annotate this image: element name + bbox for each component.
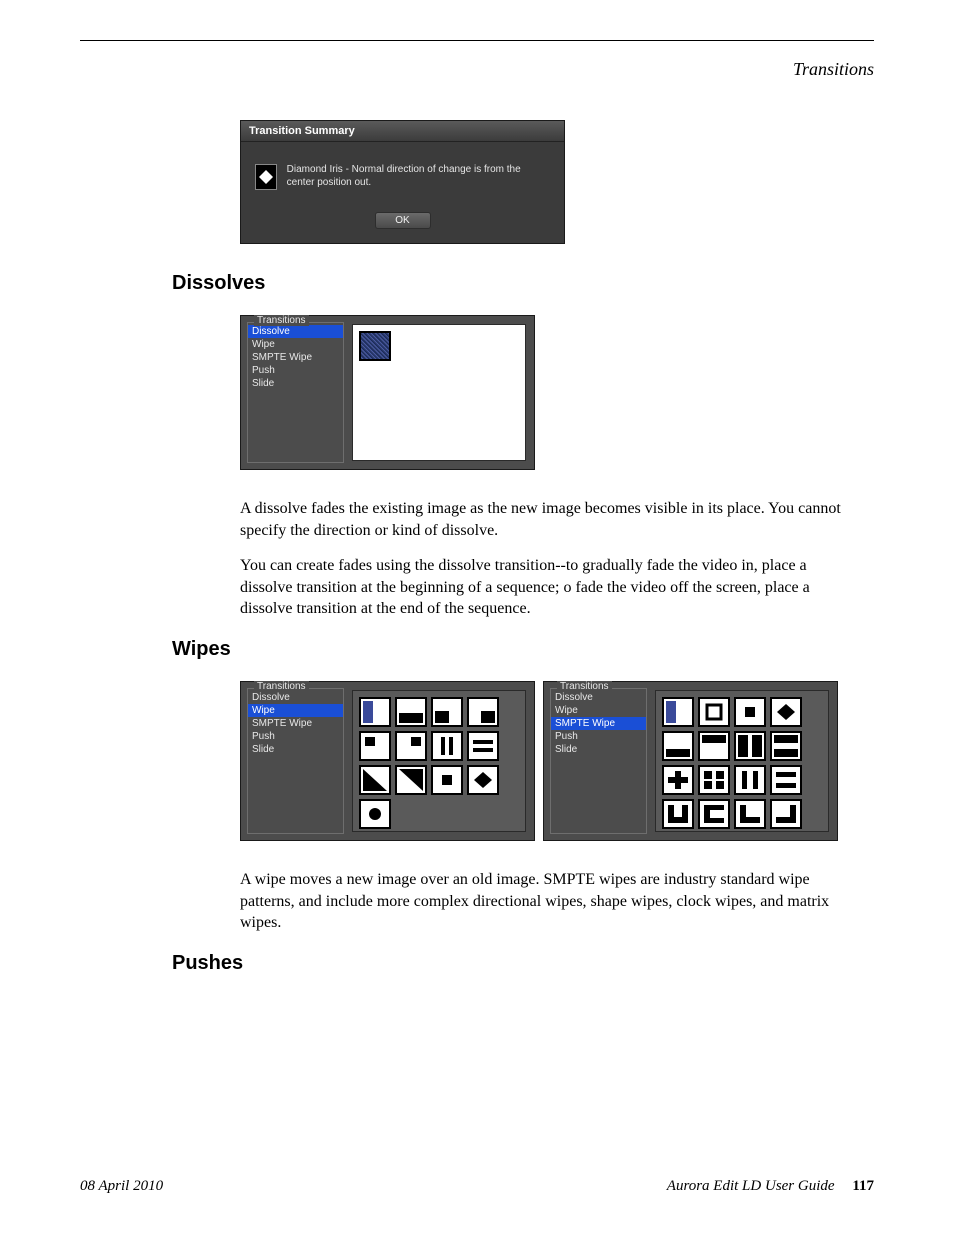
ok-button[interactable]: OK [375, 212, 431, 229]
wipe-thumb-l-shape[interactable] [734, 799, 766, 829]
dialog-title: Transition Summary [241, 121, 564, 142]
dissolves-para-1: A dissolve fades the existing image as t… [240, 498, 850, 541]
transitions-list-item[interactable]: Wipe [248, 704, 343, 717]
wipe-thumb-plus[interactable] [662, 765, 694, 795]
header-section-title: Transitions [80, 59, 874, 80]
transitions-list-item[interactable]: Dissolve [248, 691, 343, 704]
transitions-list-item[interactable]: Dissolve [248, 325, 343, 338]
wipes-para-1: A wipe moves a new image over an old ima… [240, 869, 850, 934]
wipe-thumb-canvas [352, 690, 526, 832]
transitions-list-item[interactable]: SMPTE Wipe [248, 717, 343, 730]
wipe-panel: Transitions DissolveWipeSMPTE WipePushSl… [240, 681, 535, 841]
transitions-list-item[interactable]: Slide [248, 743, 343, 756]
wipe-thumb-reveal-bl[interactable] [431, 697, 463, 727]
smpte-wipe-thumb-canvas [655, 690, 829, 832]
wipe-thumb-box-center[interactable] [734, 697, 766, 727]
wipe-thumb-bars-v[interactable] [431, 731, 463, 761]
wipe-thumb-diamond[interactable] [770, 697, 802, 727]
wipe-thumb-box-outline[interactable] [698, 697, 730, 727]
dialog-description: Diamond Iris - Normal direction of chang… [287, 164, 550, 189]
wipe-thumb-circle[interactable] [359, 799, 391, 829]
wipe-thumb-box-tl[interactable] [359, 731, 391, 761]
dissolve-preview-canvas [352, 324, 526, 461]
transitions-list-item[interactable]: Push [248, 364, 343, 377]
wipe-thumb-reveal-t[interactable] [698, 731, 730, 761]
wipe-thumb-diag[interactable] [359, 765, 391, 795]
wipe-thumb-c-shape[interactable] [698, 799, 730, 829]
transitions-list-title: Transitions [254, 315, 309, 326]
page-footer: 08 April 2010 Aurora Edit LD User Guide … [80, 1178, 874, 1195]
transitions-list: Transitions DissolveWipeSMPTE WipePushSl… [247, 688, 344, 834]
wipe-thumb-bars-h[interactable] [467, 731, 499, 761]
transitions-list-title: Transitions [254, 681, 309, 692]
wipe-thumb-diamond[interactable] [467, 765, 499, 795]
wipe-thumb-reveal-b[interactable] [662, 731, 694, 761]
transitions-list-item[interactable]: Slide [248, 377, 343, 390]
diamond-iris-icon [255, 164, 277, 190]
wipe-thumb-reveal-br[interactable] [467, 697, 499, 727]
wipe-thumb-bars-v2[interactable] [734, 765, 766, 795]
wipe-thumb-diag-inv[interactable] [395, 765, 427, 795]
transitions-list-item[interactable]: Dissolve [551, 691, 646, 704]
footer-date: 08 April 2010 [80, 1178, 163, 1195]
transitions-list-item[interactable]: SMPTE Wipe [551, 717, 646, 730]
dissolves-para-2: You can create fades using the dissolve … [240, 555, 850, 620]
wipe-thumb-bars-h2[interactable] [770, 765, 802, 795]
heading-wipes: Wipes [172, 638, 874, 661]
transitions-list-item[interactable]: Push [248, 730, 343, 743]
wipe-thumb-grid4[interactable] [698, 765, 730, 795]
transitions-list-item[interactable]: Wipe [248, 338, 343, 351]
transitions-list-item[interactable]: Push [551, 730, 646, 743]
wipe-thumb-box-center[interactable] [431, 765, 463, 795]
transitions-list-item[interactable]: SMPTE Wipe [248, 351, 343, 364]
footer-page-number: 117 [852, 1178, 874, 1194]
transitions-list: Transitions DissolveWipeSMPTE WipePushSl… [247, 322, 344, 463]
wipe-thumb-l-shape2[interactable] [770, 799, 802, 829]
wipe-thumb-fill-left[interactable] [662, 697, 694, 727]
smpte-wipe-panel: Transitions DissolveWipeSMPTE WipePushSl… [543, 681, 838, 841]
dissolve-panel: Transitions DissolveWipeSMPTE WipePushSl… [240, 315, 535, 470]
wipe-thumb-box-tr[interactable] [395, 731, 427, 761]
heading-dissolves: Dissolves [172, 272, 874, 295]
transitions-list-item[interactable]: Slide [551, 743, 646, 756]
heading-pushes: Pushes [172, 952, 874, 975]
wipe-thumb-u-shape[interactable] [662, 799, 694, 829]
transitions-list-item[interactable]: Wipe [551, 704, 646, 717]
transitions-list-title: Transitions [557, 681, 612, 692]
transitions-list: Transitions DissolveWipeSMPTE WipePushSl… [550, 688, 647, 834]
dissolve-thumb[interactable] [359, 331, 391, 361]
wipe-thumb-reveal-bottom[interactable] [395, 697, 427, 727]
transition-summary-dialog: Transition Summary Diamond Iris - Normal… [240, 120, 565, 244]
header-rule [80, 40, 874, 41]
wipe-thumb-split-h[interactable] [770, 731, 802, 761]
footer-doc-title: Aurora Edit LD User Guide [667, 1178, 835, 1194]
wipe-thumb-split-v[interactable] [734, 731, 766, 761]
wipe-thumb-fill-left[interactable] [359, 697, 391, 727]
